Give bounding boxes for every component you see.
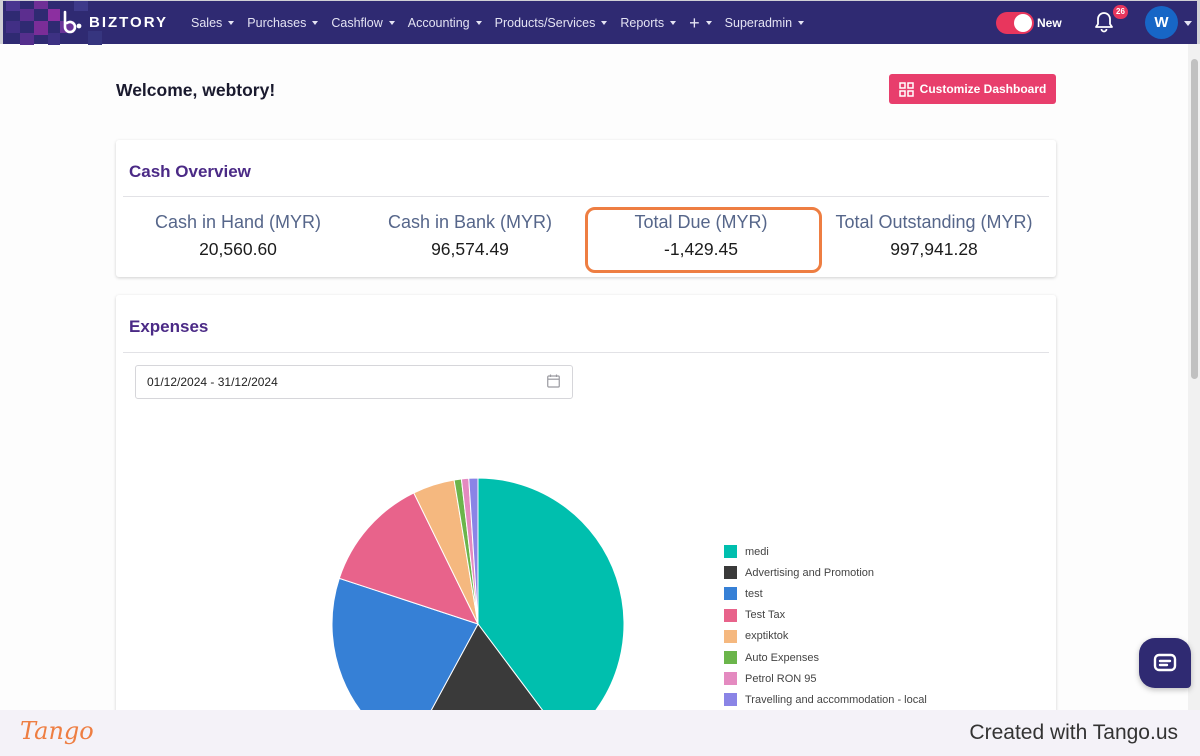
legend-swatch bbox=[724, 629, 737, 643]
metric-value: 997,941.28 bbox=[890, 239, 978, 259]
customize-dashboard-button[interactable]: Customize Dashboard bbox=[889, 74, 1056, 104]
chevron-down-icon bbox=[228, 21, 235, 25]
menu-cashflow[interactable]: Cashflow bbox=[331, 16, 395, 30]
date-range-input[interactable] bbox=[135, 365, 573, 399]
menu-accounting-label: Accounting bbox=[407, 16, 470, 30]
new-ui-toggle[interactable] bbox=[996, 12, 1034, 34]
divider bbox=[123, 352, 1049, 353]
menu-products-label: Products/Services bbox=[494, 16, 596, 30]
tango-logo: Tango bbox=[20, 717, 94, 745]
menu-purchases-label: Purchases bbox=[247, 16, 307, 30]
chevron-down-icon[interactable] bbox=[1184, 21, 1192, 26]
notification-badge: 26 bbox=[1113, 5, 1128, 19]
metric-value: 20,560.60 bbox=[199, 239, 277, 259]
menu-reports-label: Reports bbox=[620, 16, 665, 30]
legend-swatch bbox=[724, 608, 737, 622]
brand[interactable]: BIZTORY bbox=[61, 9, 168, 35]
metric-value: 96,574.49 bbox=[431, 239, 509, 259]
chat-icon bbox=[1153, 653, 1177, 672]
legend-item[interactable]: Travelling and accommodation - local bbox=[724, 689, 927, 710]
pie-legend: medi Advertising and Promotion test Test Ta… bbox=[724, 541, 927, 711]
legend-label: test bbox=[745, 587, 763, 600]
biztory-logo-icon bbox=[63, 10, 82, 34]
legend-item[interactable]: Test Tax bbox=[724, 605, 927, 626]
cash-overview-title: Cash Overview bbox=[129, 162, 251, 181]
divider bbox=[123, 196, 1049, 197]
expenses-pie-chart[interactable] bbox=[330, 476, 626, 710]
metric-value: -1,429.45 bbox=[664, 239, 738, 259]
legend-label: Petrol RON 95 bbox=[745, 672, 817, 685]
brand-name: BIZTORY bbox=[89, 13, 169, 31]
expenses-title: Expenses bbox=[129, 317, 209, 336]
legend-swatch bbox=[724, 545, 737, 559]
metric-label: Cash in Hand (MYR) bbox=[154, 212, 322, 232]
legend-item[interactable]: test bbox=[724, 583, 927, 604]
menu-sales[interactable]: Sales bbox=[191, 16, 235, 30]
calendar-icon[interactable] bbox=[547, 374, 560, 388]
chevron-down-icon bbox=[312, 21, 319, 25]
metric-label: Total Due (MYR) bbox=[634, 212, 768, 232]
created-with-text: Created with Tango.us bbox=[969, 721, 1178, 744]
legend-label: Advertising and Promotion bbox=[745, 566, 875, 579]
scrollbar-thumb[interactable] bbox=[1191, 59, 1198, 379]
brand-decoration bbox=[6, 1, 116, 45]
chevron-down-icon bbox=[475, 21, 482, 25]
metric-total-outstanding: Total Outstanding (MYR) 997,941.28 bbox=[819, 212, 1049, 260]
pie-slice-advertising-and-promotion[interactable] bbox=[408, 623, 565, 710]
menu-superadmin-label: Superadmin bbox=[724, 16, 793, 30]
legend-swatch bbox=[724, 587, 737, 601]
menu-accounting[interactable]: Accounting bbox=[408, 16, 482, 30]
legend-swatch bbox=[724, 651, 737, 665]
legend-swatch bbox=[724, 693, 737, 707]
toggle-knob bbox=[1014, 14, 1032, 32]
menu-add[interactable]: + bbox=[689, 13, 712, 33]
menu-sales-label: Sales bbox=[191, 16, 223, 30]
legend-label: Test Tax bbox=[745, 609, 786, 622]
pie-slice-travelling-and-accommodation-local[interactable] bbox=[468, 477, 479, 625]
metric-total-due: Total Due (MYR) -1,429.45 bbox=[586, 212, 816, 260]
legend-item[interactable]: Advertising and Promotion bbox=[724, 562, 927, 583]
metric-label: Total Outstanding (MYR) bbox=[835, 212, 1033, 232]
customize-dashboard-label: Customize Dashboard bbox=[919, 82, 1047, 96]
legend-label: Travelling and accommodation - local bbox=[745, 693, 927, 706]
plus-icon: + bbox=[689, 13, 700, 33]
menu-purchases[interactable]: Purchases bbox=[247, 16, 319, 30]
total-due-highlight bbox=[585, 207, 822, 273]
legend-item[interactable]: Petrol RON 95 bbox=[724, 668, 927, 689]
legend-item[interactable]: Auto Expenses bbox=[724, 647, 927, 668]
top-navbar: BIZTORY Sales Purchases Cashflow Account… bbox=[0, 0, 1200, 45]
chevron-down-icon bbox=[388, 21, 395, 25]
chevron-down-icon bbox=[798, 21, 805, 25]
metric-label: Cash in Bank (MYR) bbox=[387, 212, 553, 232]
menu-products-services[interactable]: Products/Services bbox=[495, 16, 608, 30]
metric-cash-in-bank: Cash in Bank (MYR) 96,574.49 bbox=[355, 212, 585, 260]
legend-swatch bbox=[724, 566, 737, 580]
legend-label: Auto Expenses bbox=[745, 651, 819, 664]
page-title: Welcome, webtory! bbox=[116, 80, 276, 100]
avatar[interactable]: W bbox=[1145, 6, 1178, 39]
chevron-down-icon bbox=[705, 21, 712, 25]
chevron-down-icon bbox=[670, 21, 677, 25]
pie-slice-medi[interactable] bbox=[477, 477, 625, 710]
menu-cashflow-label: Cashflow bbox=[331, 16, 383, 30]
tango-footer: Tango Created with Tango.us bbox=[0, 710, 1200, 756]
legend-label: medi bbox=[745, 545, 769, 558]
menu-superadmin[interactable]: Superadmin bbox=[724, 16, 805, 30]
metric-cash-in-hand: Cash in Hand (MYR) 20,560.60 bbox=[123, 212, 353, 260]
pie-slice-test[interactable] bbox=[331, 577, 479, 710]
chat-button[interactable] bbox=[1139, 638, 1191, 688]
chevron-down-icon bbox=[601, 21, 608, 25]
bell-icon[interactable] bbox=[1094, 11, 1114, 33]
legend-item[interactable]: exptiktok bbox=[724, 626, 927, 647]
legend-swatch bbox=[724, 672, 737, 686]
toggle-label: New bbox=[1037, 16, 1062, 30]
legend-label: exptiktok bbox=[745, 630, 789, 643]
legend-item[interactable]: medi bbox=[724, 541, 927, 562]
menu-reports[interactable]: Reports bbox=[620, 16, 677, 30]
pie-slice-test-tax[interactable] bbox=[338, 492, 479, 625]
main-menu: Sales Purchases Cashflow Accounting Prod… bbox=[191, 1, 817, 45]
grid-icon bbox=[898, 81, 914, 97]
